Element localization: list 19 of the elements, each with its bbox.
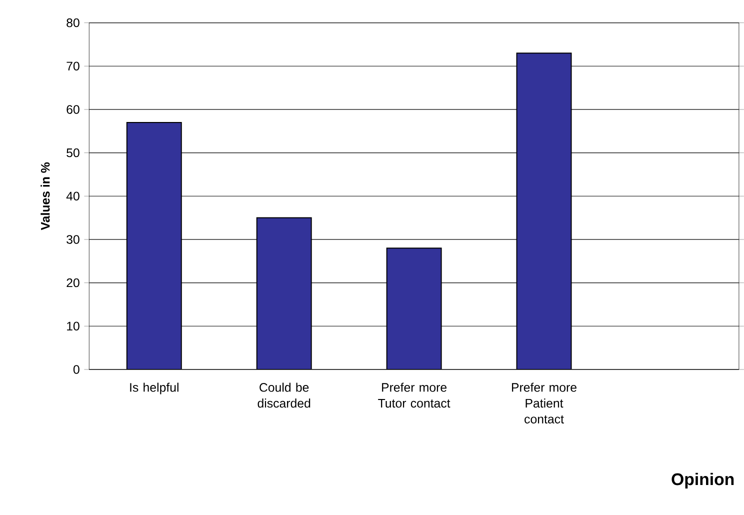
y-tick-label: 80 [66, 18, 80, 28]
bar [516, 52, 572, 370]
y-tick-label: 40 [66, 192, 80, 200]
x-axis-title: Opinion [672, 472, 734, 489]
bar [386, 248, 442, 370]
bar [126, 122, 182, 370]
y-tick-label: 0 [73, 365, 80, 374]
y-tick-label: 70 [66, 62, 80, 70]
x-tick-label: Prefer more Patient contact [512, 382, 576, 424]
y-axis-title: Values in % [40, 162, 50, 230]
x-tick-label: Is helpful [130, 382, 178, 394]
y-tick-label: 50 [66, 148, 80, 158]
y-tick-label: 30 [66, 235, 80, 244]
y-tick-label: 20 [66, 278, 80, 288]
x-tick-label: Could be discarded [258, 382, 310, 408]
x-tick-label: Prefer more Tutor contact [378, 382, 450, 408]
y-tick-label: 10 [67, 322, 80, 330]
y-tick-label: 60 [66, 105, 80, 114]
bar [256, 217, 312, 370]
